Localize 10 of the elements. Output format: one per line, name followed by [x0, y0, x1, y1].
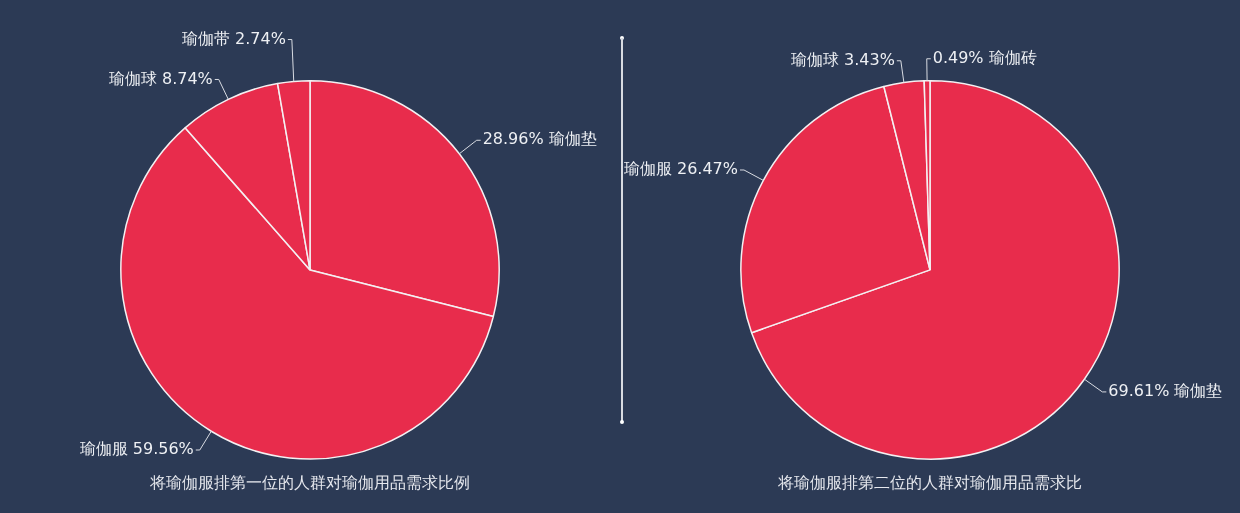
- slice-label: 0.49% 瑜伽砖: [932, 47, 1037, 67]
- slice-label: 瑜伽球 8.74%: [108, 68, 213, 88]
- slice-label: 瑜伽球 3.43%: [790, 49, 895, 69]
- slice-label: 瑜伽服 59.56%: [79, 439, 194, 459]
- text: 将瑜伽服排第一位的人群对瑜伽用品需求比例: [149, 472, 470, 492]
- slice-label: 28.96% 瑜伽垫: [482, 129, 597, 149]
- text: 将瑜伽服排第二位的人群对瑜伽用品需求比: [777, 472, 1082, 492]
- slice-label: 69.61% 瑜伽垫: [1108, 381, 1223, 401]
- slice-label: 瑜伽带 2.74%: [181, 28, 286, 48]
- slice-label: 瑜伽服 26.47%: [623, 159, 738, 179]
